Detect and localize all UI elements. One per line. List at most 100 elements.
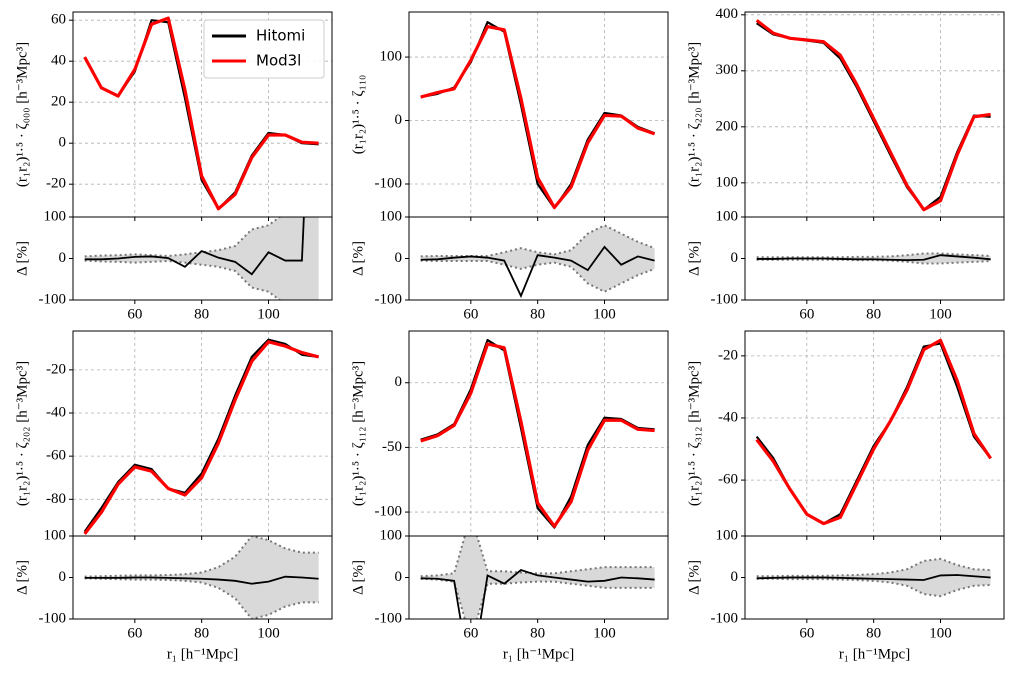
y-tick-label: -20 [718,347,738,363]
plot-area [755,19,991,212]
y-tick-label: -100 [375,175,403,191]
axes-frame [408,535,669,620]
y-tick-label: -80 [46,491,66,507]
y-tick-label: -40 [718,409,738,425]
y-axis-label: Δ [%] [14,241,30,276]
error-band [756,558,991,597]
y-tick-label: 300 [716,62,739,78]
x-tick-label: 80 [530,306,545,322]
y-tick-label: 100 [716,174,739,190]
y-axis-label: (r₁r₂)¹·⁵ · ζ₂₂₀ [h⁻³Mpc³] [686,42,702,187]
y-axis-label: Δ [%] [350,241,366,276]
x-tick-label: 100 [257,625,280,641]
plot-area [83,338,320,535]
y-tick-label: 0 [59,250,67,266]
y-tick-label: -50 [382,439,402,455]
plot-area [83,16,319,211]
y-tick-label: 0 [59,569,67,585]
series-line [755,19,991,212]
y-tick-label: 400 [716,6,739,22]
y-tick-label: 100 [716,527,739,543]
panel: -80 -60 -40 -20 60 80 100 (r₁r₂)¹·⁵ · ζ₂₀₂ [h⁻³… [14,330,333,662]
series-line [83,340,320,535]
residual-area [420,224,655,299]
residual-line [84,575,319,585]
x-tick-label: 100 [929,306,952,322]
series-line [83,16,319,211]
y-tick-label: 100 [380,527,403,543]
series-line [420,342,655,528]
y-axis-label: (r₁r₂)¹·⁵ · ζ₂₀₂ [h⁻³Mpc³] [14,361,30,506]
x-tick-label: 60 [127,306,142,322]
residual-line [756,254,991,262]
error-band-upper [756,557,991,578]
axes-frame [744,216,1005,301]
x-tick-label: 100 [929,625,952,641]
y-tick-label: -100 [711,291,739,307]
error-band-lower [420,577,655,619]
axes-frame [744,535,1005,620]
series-line [420,25,656,210]
axes-frame [72,330,333,537]
y-axis-label: (r₁r₂)¹·⁵ · ζ₀₀₀ [h⁻³Mpc³] [14,42,30,187]
x-tick-label: 100 [593,306,616,322]
y-tick-label: 200 [716,118,739,134]
axes-frame [72,535,333,620]
y-tick-label: -20 [46,361,66,377]
error-band [84,217,319,300]
panel: -100 -50 0 60 80 100 (r₁r₂)¹·⁵ · ζ₁₁₂ [h⁻³Mpc³… [350,330,669,662]
residual-line [84,217,305,276]
error-band-upper [84,536,319,578]
y-tick-label: -60 [718,472,738,488]
x-tick-label: 100 [257,306,280,322]
error-band-lower [756,577,991,598]
y-tick-label: -100 [375,504,403,520]
y-tick-label: -20 [46,176,66,192]
legend-label: Hitomi [256,27,305,45]
residual-line [756,574,991,581]
y-axis-label: (r₁r₂)¹·⁵ · ζ₁₁₀ [350,75,366,155]
axes-frame [72,216,333,301]
y-axis-label: (r₁r₂)¹·⁵ · ζ₁₁₂ [h⁻³Mpc³] [350,361,366,506]
y-axis-label: Δ [%] [686,241,702,276]
residual-area [84,217,319,300]
y-axis-label: (r₁r₂)¹·⁵ · ζ₃₁₂ [h⁻³Mpc³] [686,361,702,506]
error-band [84,536,319,619]
panel: -20 0 20 40 60 60 80 100 (r₁r₂)¹·⁵ · ζ₀₀₀ [h⁻³Mp… [14,11,333,322]
y-tick-label: 20 [51,94,66,110]
x-axis-label: r₁ [h⁻¹Mpc] [167,646,238,662]
legend: Hitomi Mod3l [203,19,325,79]
y-tick-label: 0 [731,250,739,266]
y-tick-label: -100 [711,610,739,626]
y-tick-label: 100 [716,208,739,224]
y-tick-label: 100 [44,527,67,543]
plot-area [420,338,655,529]
plot-area [420,21,656,210]
x-tick-label: 80 [194,306,209,322]
y-tick-label: 100 [380,208,403,224]
x-axis-label: r₁ [h⁻¹Mpc] [839,646,910,662]
y-tick-label: 0 [395,112,403,128]
panel: -60 -40 -20 60 80 100 (r₁r₂)¹·⁵ · ζ₃₁₂ [h⁻³Mpc… [686,330,1005,662]
y-tick-label: -100 [375,610,403,626]
y-tick-label: 40 [51,53,66,69]
x-tick-label: 100 [593,625,616,641]
panel: -100 0 100 60 80 100 (r₁r₂)¹·⁵ · ζ₁₁₀ -100 0 100 Δ… [350,11,669,322]
y-tick-label: 100 [380,48,403,64]
x-tick-label: 60 [127,625,142,641]
error-band-upper [420,536,655,578]
x-tick-label: 60 [799,625,814,641]
y-tick-label: -100 [375,291,403,307]
y-tick-label: 0 [59,135,67,151]
panel: 100 200 300 400 60 80 100 (r₁r₂)¹·⁵ · ζ₂₂₀ [h⁻³… [686,6,1005,322]
y-axis-label: Δ [%] [350,560,366,595]
y-tick-label: -100 [39,291,67,307]
residual-area [756,557,991,598]
residual-area [84,536,319,619]
x-tick-label: 60 [463,625,478,641]
x-tick-label: 80 [194,625,209,641]
x-tick-label: 80 [530,625,545,641]
y-axis-label: Δ [%] [686,560,702,595]
y-tick-label: 0 [395,250,403,266]
